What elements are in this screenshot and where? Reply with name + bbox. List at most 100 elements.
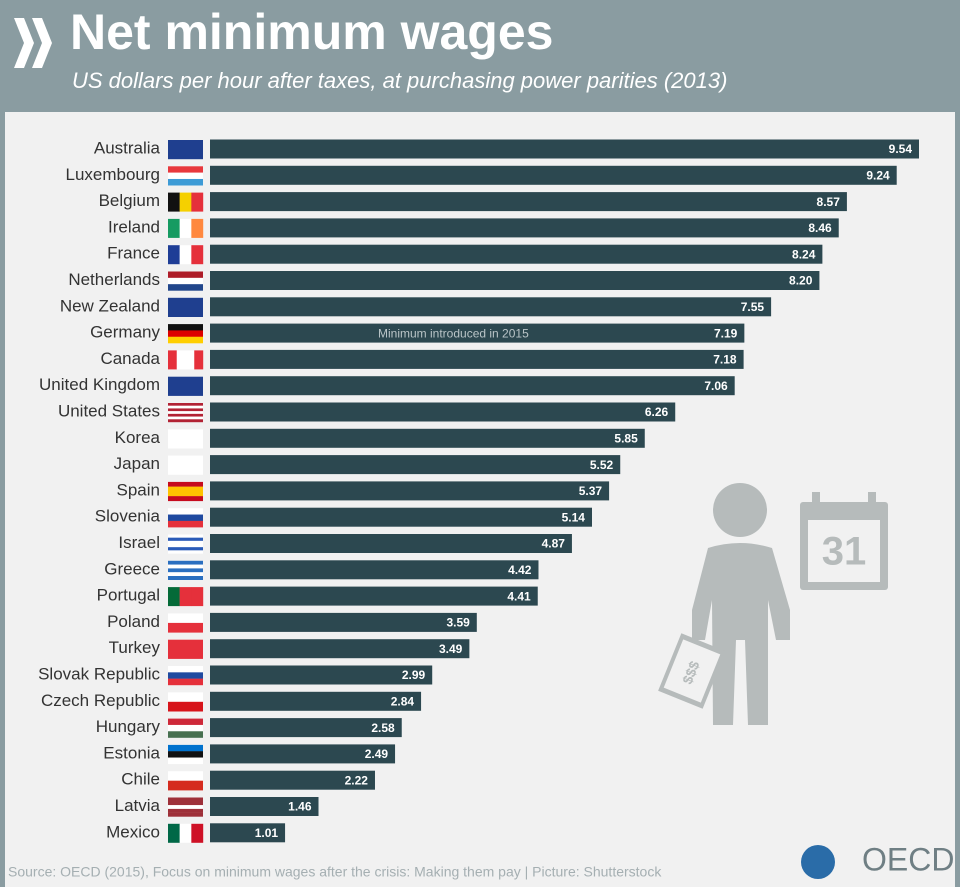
category-label: Greece — [104, 559, 160, 578]
bar — [210, 349, 744, 369]
flag — [168, 812, 203, 817]
flag — [168, 491, 203, 497]
flag — [168, 514, 203, 522]
category-label: Australia — [94, 138, 161, 157]
flag — [168, 757, 203, 765]
bar — [210, 165, 897, 185]
flag — [168, 731, 203, 738]
flag — [176, 350, 186, 370]
category-label: Latvia — [115, 796, 161, 815]
bar — [210, 797, 319, 816]
flag — [168, 751, 203, 758]
category-label: Poland — [107, 612, 160, 631]
flag — [168, 336, 203, 344]
bar — [210, 139, 919, 159]
logo-globe — [801, 845, 835, 879]
flag — [168, 780, 203, 791]
flag — [191, 587, 204, 607]
flag — [168, 560, 203, 565]
flag — [168, 550, 203, 554]
value-label: 4.42 — [508, 563, 532, 577]
bar — [210, 823, 286, 843]
flag — [168, 678, 203, 686]
flag — [168, 801, 203, 806]
bar — [210, 402, 676, 422]
category-label: Mexico — [106, 822, 160, 841]
category-label: Turkey — [109, 638, 161, 657]
bar — [210, 586, 538, 606]
flag — [168, 192, 180, 212]
flag — [168, 672, 203, 679]
flag — [168, 520, 203, 528]
value-label: 2.84 — [391, 694, 415, 708]
value-label: 5.85 — [614, 431, 638, 445]
flag — [168, 271, 203, 279]
value-label: 4.41 — [507, 589, 531, 603]
flag — [168, 639, 203, 659]
value-label: 1.46 — [288, 800, 312, 814]
value-label: 3.59 — [446, 616, 470, 630]
bar — [210, 244, 823, 264]
category-label: Luxembourg — [65, 165, 160, 184]
value-label: 2.58 — [371, 721, 395, 735]
value-label: 8.46 — [808, 221, 832, 235]
logo-text: OECD — [862, 841, 954, 877]
value-label: 3.49 — [439, 642, 463, 656]
flag — [168, 429, 203, 449]
flag — [168, 405, 203, 409]
flag — [168, 413, 203, 417]
category-label: Korea — [115, 428, 161, 447]
flag — [168, 245, 180, 265]
bar — [210, 192, 847, 212]
value-label: 8.24 — [792, 247, 816, 261]
flag — [168, 547, 203, 551]
value-label: 9.54 — [889, 142, 913, 156]
bar — [210, 376, 735, 396]
illustration: 31 $$$ — [658, 483, 888, 725]
flag — [168, 613, 203, 624]
category-label: Slovenia — [95, 507, 161, 526]
flag — [168, 277, 203, 285]
category-label: Czech Republic — [41, 691, 161, 710]
flag — [168, 376, 203, 396]
calendar-day: 31 — [822, 530, 867, 574]
chart-subtitle: US dollars per hour after taxes, at purc… — [72, 68, 727, 93]
flag — [179, 245, 192, 265]
category-label: Spain — [117, 480, 160, 499]
flag — [168, 576, 203, 580]
category-label: United Kingdom — [39, 375, 160, 394]
flag — [191, 192, 204, 212]
category-label: Estonia — [103, 743, 160, 762]
bar — [210, 323, 745, 343]
flag — [179, 587, 192, 607]
value-label: 7.18 — [713, 353, 737, 367]
category-label: New Zealand — [60, 296, 160, 315]
flag — [168, 771, 203, 781]
flag — [168, 403, 203, 406]
value-label: 8.57 — [817, 195, 841, 209]
value-label: 1.01 — [255, 826, 279, 840]
category-label: United States — [58, 401, 160, 420]
flag — [168, 587, 180, 607]
logo-chevrons — [14, 18, 52, 68]
flag — [191, 218, 204, 238]
bar — [210, 271, 820, 290]
flag — [168, 172, 203, 180]
flag — [179, 192, 192, 212]
bar — [210, 718, 402, 738]
flag — [179, 823, 192, 843]
flag — [179, 218, 192, 238]
value-label: 7.19 — [714, 326, 738, 340]
bar — [210, 428, 645, 448]
value-label: 5.37 — [579, 484, 603, 498]
category-label: Portugal — [97, 586, 160, 605]
category-label: Israel — [118, 533, 160, 552]
flag — [168, 508, 203, 515]
value-label: 5.52 — [590, 458, 614, 472]
flag — [168, 744, 203, 752]
bar — [210, 744, 396, 764]
bar — [210, 481, 610, 501]
source: Source: OECD (2015), Focus on minimum wa… — [8, 864, 662, 880]
flag — [168, 572, 203, 577]
